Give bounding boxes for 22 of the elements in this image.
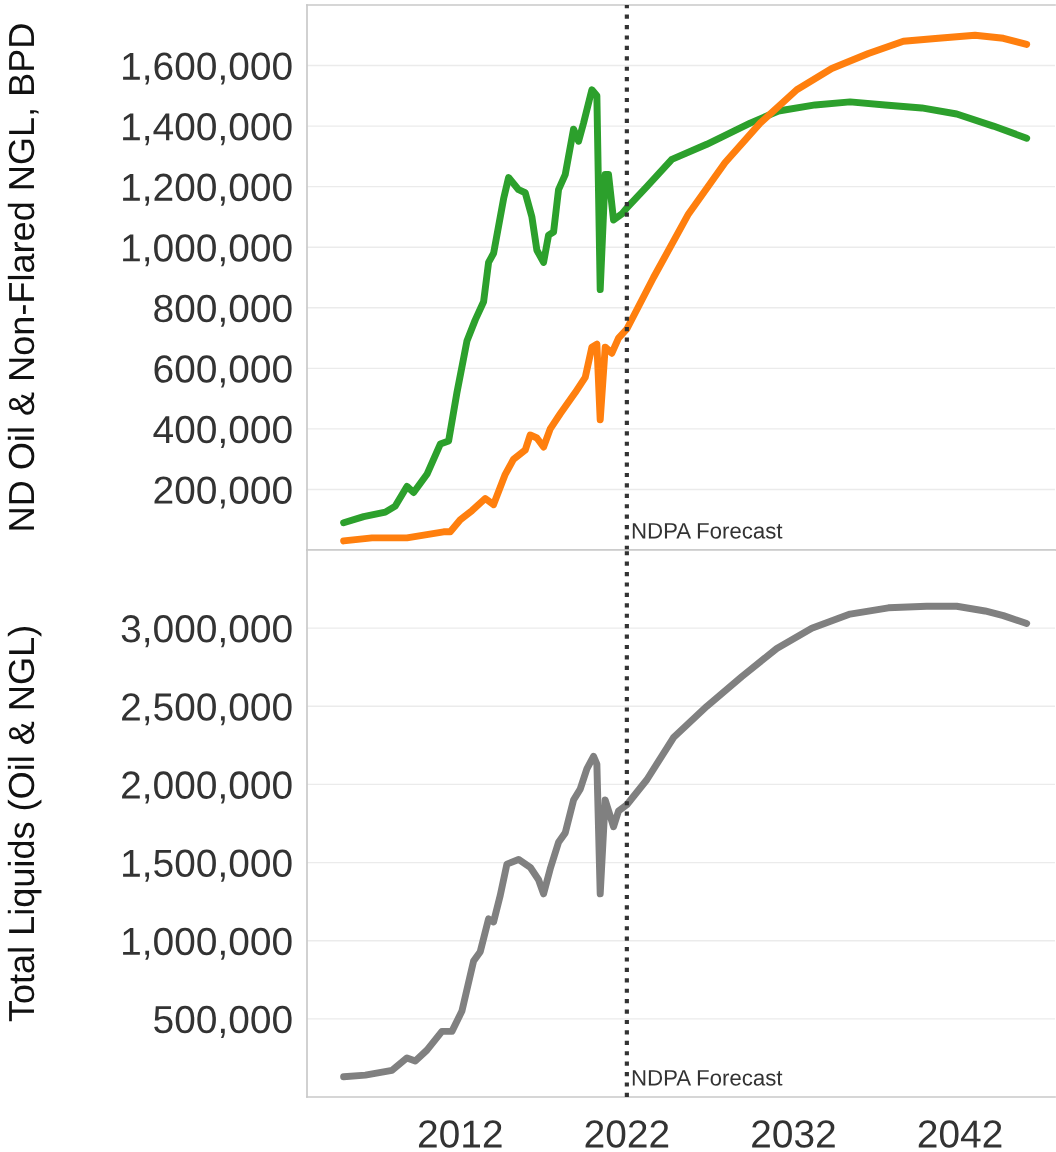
y-tick-label: 1,600,000 (123, 52, 292, 85)
y-axis-title: ND Oil & Non-Flared NGL, BPD (7, 24, 39, 530)
x-tick-label: 2032 (752, 1120, 835, 1148)
y-tick-label: 500,000 (154, 1005, 292, 1038)
y-tick-label: 1,200,000 (123, 173, 292, 206)
y-tick-label: 1,500,000 (123, 849, 292, 882)
y-tick-label: 2,500,000 (122, 693, 292, 726)
y-tick-label: 3,000,000 (121, 615, 292, 648)
ref-line-label: NDPA Forecast (632, 1070, 783, 1086)
x-tick-label: 2042 (918, 1120, 1002, 1148)
y-tick-label: 200,000 (154, 476, 292, 509)
y-tick-label: 400,000 (153, 415, 292, 448)
x-tick-label: 2012 (418, 1120, 502, 1148)
x-tick-label: 2022 (585, 1120, 669, 1148)
y-tick-label: 2,000,000 (122, 771, 292, 804)
y-axis-title: Total Liquids (Oil & NGL) (7, 627, 42, 1022)
y-tick-label: 1,400,000 (123, 113, 292, 146)
y-tick-label: 800,000 (154, 294, 292, 327)
ref-line-label: NDPA Forecast (632, 523, 783, 539)
y-tick-label: 1,000,000 (123, 927, 292, 960)
y-tick-label: 1,000,000 (123, 234, 292, 267)
y-tick-label: 600,000 (154, 355, 292, 388)
